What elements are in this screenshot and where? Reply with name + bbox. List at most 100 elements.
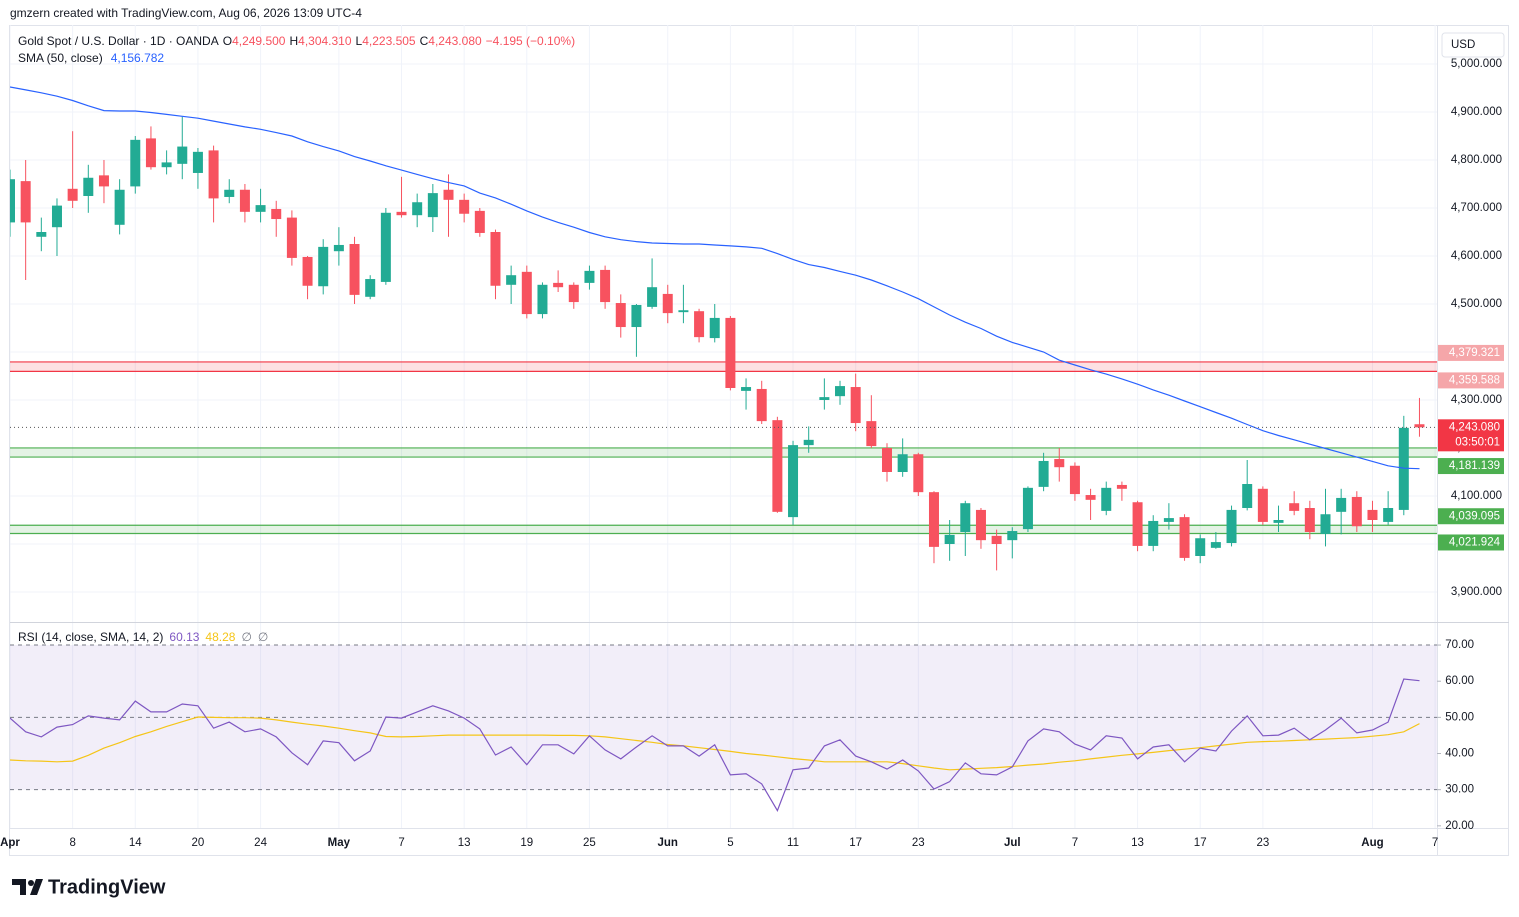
candle-body	[1398, 427, 1409, 510]
candle-body	[1101, 487, 1112, 511]
candle-body	[208, 150, 219, 199]
y-tick-label: 4,300.000	[1451, 394, 1502, 406]
sma-line	[10, 86, 1420, 470]
zone-price-tag	[1438, 344, 1504, 361]
y-tick-label: 4,500.000	[1451, 298, 1502, 310]
candle-body	[67, 188, 78, 201]
candle-body	[1273, 520, 1284, 523]
x-tick-label: 11	[787, 837, 799, 849]
candle-body	[835, 386, 846, 397]
candle-body	[1069, 465, 1080, 495]
candle-body	[537, 284, 548, 315]
rsi-value: 60.13	[169, 630, 199, 644]
zone-price-tag	[1438, 458, 1504, 475]
change: −4.195 (−0.10%)	[486, 34, 575, 48]
zone	[10, 525, 1437, 534]
rsi-name: RSI (14, close, SMA, 14, 2)	[18, 630, 163, 644]
candle-body	[1414, 424, 1425, 428]
x-tick-label: 17	[849, 837, 862, 849]
candle-body	[1351, 496, 1362, 527]
candle-body	[490, 232, 501, 286]
x-tick-label: Jul	[1004, 837, 1021, 849]
candle-body	[913, 454, 924, 493]
candle-body	[412, 202, 423, 216]
rsi-line	[10, 678, 1420, 812]
currency-box[interactable]	[1441, 32, 1505, 58]
rsi-pane	[10, 623, 1437, 828]
x-tick-label: Apr	[0, 837, 20, 849]
y-tick-label: 4,700.000	[1451, 202, 1502, 214]
candle-body	[380, 212, 391, 282]
candle-body	[161, 162, 172, 168]
rsi-extra: ∅	[258, 630, 268, 644]
x-tick-label: 5	[727, 837, 733, 849]
zone-price-label: 4,359.588	[1449, 374, 1500, 386]
candle-body	[286, 217, 297, 258]
candle-body	[991, 535, 1002, 544]
rsi-sma-line	[10, 716, 1420, 771]
rsi-tick-label: 60.00	[1445, 675, 1474, 687]
candle-body	[1226, 509, 1237, 544]
candle-body	[741, 387, 752, 391]
x-tick-label: Jun	[658, 837, 678, 849]
zone-price-label: 4,021.924	[1449, 537, 1501, 549]
brand-logo[interactable]: TradingView	[12, 876, 166, 898]
candle-body	[318, 246, 329, 287]
x-tick-label: 13	[1131, 837, 1144, 849]
candle-body	[239, 189, 250, 212]
zone-price-label: 4,379.321	[1449, 347, 1500, 359]
candle-body	[725, 317, 736, 388]
candle-body	[114, 189, 125, 225]
candle-body	[553, 282, 564, 288]
zone	[10, 447, 1437, 458]
candle-body	[177, 146, 188, 164]
x-tick-label: May	[328, 837, 351, 849]
candle-body	[615, 303, 626, 328]
candle-body	[396, 211, 407, 216]
rsi-extra: ∅	[241, 630, 251, 644]
candle-body	[10, 179, 15, 223]
brand-name: TradingView	[48, 876, 166, 898]
candle-body	[1257, 488, 1268, 522]
x-tick-label: 25	[583, 837, 596, 849]
candle-body	[83, 177, 94, 196]
x-tick-label: 24	[254, 837, 267, 849]
candle-body	[678, 310, 689, 313]
rsi-tick-label: 40.00	[1445, 748, 1474, 760]
candle-body	[427, 193, 438, 218]
rsi-tick-label: 70.00	[1445, 639, 1474, 651]
candle-body	[36, 232, 47, 237]
candle-body	[662, 293, 673, 314]
y-tick-label: 4,100.000	[1451, 490, 1502, 502]
candle-body	[192, 151, 203, 173]
candle-body	[1116, 484, 1127, 489]
x-tick-label: Aug	[1361, 837, 1383, 849]
y-tick-label: 4,600.000	[1451, 250, 1502, 262]
zone-price-tag	[1438, 534, 1504, 551]
currency[interactable]: USD	[1451, 39, 1475, 51]
x-tick-label: 7	[1432, 837, 1438, 849]
zone-price-label: 4,181.139	[1449, 460, 1500, 472]
candle-body	[474, 210, 485, 233]
sma-name: SMA (50, close)	[18, 51, 103, 65]
candle-body	[928, 492, 939, 547]
x-tick-label: 14	[129, 837, 142, 849]
countdown: 03:50:01	[1455, 436, 1500, 448]
candle-body	[1336, 497, 1347, 512]
x-tick-label: 8	[69, 837, 75, 849]
candle-body	[866, 421, 877, 447]
candle-body	[647, 287, 658, 307]
candle-body	[1054, 459, 1065, 468]
candle-body	[20, 181, 31, 223]
candle-body	[600, 269, 611, 303]
candle-body	[881, 448, 892, 472]
candle-body	[459, 199, 470, 214]
last-price-label: 4,243.080	[1449, 421, 1500, 433]
candle-body	[365, 279, 376, 297]
candle-body	[1148, 520, 1159, 546]
candle-body	[1163, 518, 1174, 522]
candle-body	[130, 139, 141, 187]
candle-body	[1022, 487, 1033, 530]
